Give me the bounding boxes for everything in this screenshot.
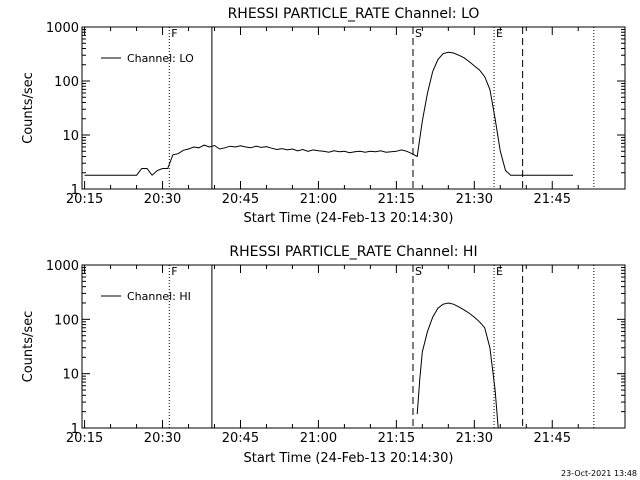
- y-axis-label: Counts/sec: [21, 311, 36, 383]
- y-tick-label: 1: [71, 183, 79, 198]
- x-tick-label: 20:15: [66, 431, 103, 446]
- y-tick-label: 10: [62, 129, 79, 144]
- x-tick-label: 20:45: [222, 192, 259, 207]
- time-marker-label: S: [415, 27, 422, 40]
- y-tick-label: 1000: [46, 259, 79, 274]
- x-axis-label: Start Time (24-Feb-13 20:14:30): [244, 451, 454, 466]
- x-tick-label: 21:15: [378, 431, 415, 446]
- y-tick-label: 100: [54, 313, 79, 328]
- x-tick-label: 21:45: [534, 192, 571, 207]
- x-tick-label: 20:30: [144, 192, 181, 207]
- y-tick-label: 1000: [46, 21, 79, 36]
- time-marker-label: E: [496, 27, 503, 40]
- chart-title: RHESSI PARTICLE_RATE Channel: HI: [229, 244, 477, 260]
- plot-frame: [81, 264, 626, 429]
- legend-label: Channel: LO: [127, 52, 194, 65]
- x-axis-label: Start Time (24-Feb-13 20:14:30): [244, 211, 454, 226]
- panel-lo: RHESSI PARTICLE_RATE Channel: LO 1 10 100 10…: [21, 6, 626, 226]
- x-tick-label: 20:30: [144, 431, 181, 446]
- x-tick-label: 21:30: [456, 431, 493, 446]
- time-marker-label: E: [496, 265, 503, 278]
- time-marker-label: F: [171, 265, 177, 278]
- y-tick-label: 1: [71, 422, 79, 437]
- series-line: [416, 302, 499, 429]
- time-marker-label: S: [415, 265, 422, 278]
- x-tick-label: 20:45: [222, 431, 259, 446]
- x-tick-label: 21:45: [534, 431, 571, 446]
- x-tick-label: 20:15: [66, 192, 103, 207]
- panel-hi: RHESSI PARTICLE_RATE Channel: HI 1 10 100 10…: [21, 244, 626, 466]
- time-marker-label: F: [171, 27, 177, 40]
- legend-label: Channel: HI: [127, 290, 191, 303]
- y-tick-label: 10: [62, 368, 79, 383]
- plot-frame: [81, 26, 626, 190]
- chart-title: RHESSI PARTICLE_RATE Channel: LO: [228, 6, 480, 22]
- x-tick-label: 21:00: [300, 192, 337, 207]
- y-axis-label: Counts/sec: [21, 72, 36, 144]
- x-tick-label: 21:30: [456, 192, 493, 207]
- x-tick-label: 21:15: [378, 192, 415, 207]
- plot-timestamp: 23-Oct-2021 13:48: [561, 469, 637, 478]
- x-tick-label: 21:00: [300, 431, 337, 446]
- series-line: [84, 51, 573, 176]
- y-tick-label: 100: [54, 75, 79, 90]
